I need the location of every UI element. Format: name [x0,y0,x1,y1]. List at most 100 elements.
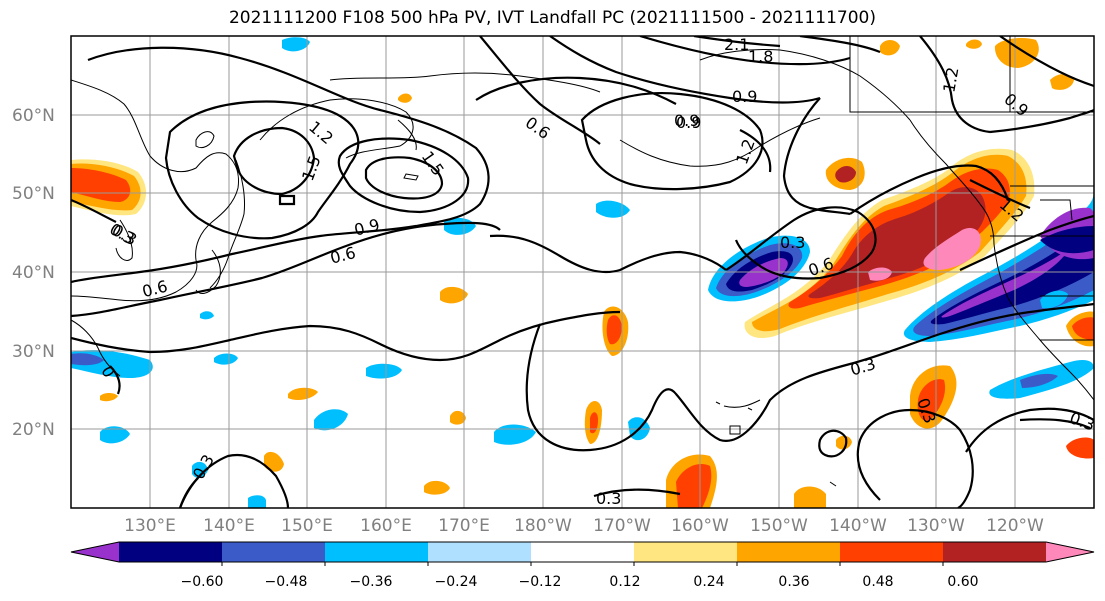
ivt-positive-region [794,486,826,508]
pv-contour-label: 0.9 [1000,89,1032,120]
ivt-negative-region [494,424,536,445]
ivt-negative-region [100,426,130,444]
ivt-positive-region [808,187,986,299]
ivt-positive-region [424,480,450,495]
lon-label: 160°W [671,516,729,536]
ivt-positive-region [1066,437,1094,459]
colorbar-tick-label: −0.24 [435,574,478,590]
colorbar-tick-label: −0.60 [181,574,224,590]
pv-contour-label: 0.3 [780,233,805,252]
colorbar-tick-label: 0.12 [609,574,640,590]
lat-label: 20°N [12,420,55,440]
colorbar-bin [531,542,635,562]
pv-contour-label: 1.2 [939,66,962,94]
lat-label: 50°N [12,184,55,204]
lat-label: 30°N [12,342,55,362]
graticule [71,36,1094,508]
colorbar-tick-label: −0.12 [519,574,562,590]
colorbar-bin [325,542,429,562]
ivt-positive-region [676,463,712,508]
ivt-shading [71,37,1094,508]
pv-contour-label: 1.5 [298,153,325,183]
figure-title: 2021111200 F108 500 hPa PV, IVT Landfall… [228,8,876,28]
ivt-positive-region [835,166,856,183]
lon-label: 120°W [986,516,1044,536]
map-plot-area: 2.1 1.8 0.9 0.9 1.2 0.6 1.2 1.5 1.5 0.9 … [71,35,1097,508]
lat-label: 60°N [12,106,55,126]
ivt-negative-region [941,248,1070,318]
colorbar [70,541,1095,566]
colorbar-tick-label: 0.36 [778,574,809,590]
colorbar-tick-label: −0.48 [265,574,308,590]
ivt-positive-region [100,393,118,402]
ivt-negative-region [214,353,238,365]
ivt-negative-region [314,409,348,431]
ivt-negative-region [200,311,214,320]
ivt-positive-region [398,93,412,103]
colorbar-extend-low [71,542,119,562]
pv-contours [71,36,1094,508]
pv-contour-label: 1.8 [748,47,773,66]
pv-contour-label: 0.6 [140,276,169,301]
lon-label: 130°E [124,516,176,536]
colorbar-tick-label: 0.48 [862,574,893,590]
ivt-positive-region [923,227,981,270]
lat-label: 40°N [12,263,55,283]
colorbar-tick-label: 0.24 [693,574,724,590]
pv-contour-label: 0.3 [189,451,218,483]
ivt-positive-region [836,435,852,450]
pv-contour-label: 0.3 [1067,408,1097,435]
ivt-positive-region [288,387,318,400]
lon-label: 130°W [907,516,965,536]
ivt-positive-region [760,313,796,329]
ivt-negative-region [1020,373,1058,388]
ivt-negative-region [282,37,310,52]
ivt-positive-region [880,40,900,56]
ivt-positive-region [590,412,598,434]
pv-contour-label: 0.9 [676,113,701,132]
colorbar-bin [737,542,841,562]
colorbar-bin [428,542,532,562]
ivt-positive-region [440,286,468,304]
ivt-positive-region [1072,317,1094,340]
ivt-negative-region [71,353,104,366]
lon-label: 140°E [203,516,255,536]
ivt-positive-region [868,267,892,281]
pv-contour-label: 0.9 [732,87,757,106]
colorbar-bin [634,542,738,562]
coastlines [71,36,1094,487]
colorbar-bin [222,542,326,562]
pv-contour-label: 0.6 [522,113,554,143]
lon-label: 150°E [281,516,333,536]
ivt-positive-region [1050,74,1074,90]
longitude-labels: 130°E 140°E 150°E 160°E 170°E 180°W 170°… [124,516,1044,536]
colorbar-extend-high [1046,542,1094,562]
lon-label: 170°W [593,516,651,536]
lon-label: 150°W [750,516,808,536]
ivt-negative-region [248,495,266,508]
ivt-positive-region [994,38,1039,68]
colorbar-bin [943,542,1047,562]
ivt-positive-region [966,39,982,49]
colorbar-bin [119,542,223,562]
colorbar-tick-label: −0.36 [350,574,393,590]
colorbar-bin [840,542,944,562]
colorbar-outline [70,541,1095,563]
pv-contour-label: 0.3 [596,489,621,508]
lon-label: 160°E [360,516,412,536]
lon-label: 140°W [829,516,887,536]
ivt-negative-region [192,461,208,479]
pv-contour-label: 0.6 [328,243,357,268]
ivt-negative-region [1040,290,1068,309]
ivt-positive-region [606,315,622,345]
ivt-negative-region [596,200,630,218]
ivt-negative-region [1040,226,1094,254]
latitude-labels: 60°N 50°N 40°N 30°N 20°N [12,106,55,440]
pv-contour-label: 2.1 [724,35,749,54]
map-frame [70,35,1095,509]
lon-label: 170°E [438,516,490,536]
ivt-positive-region [450,410,466,425]
colorbar-tick-label: 0.60 [947,574,978,590]
pv-contour-label: 0.3 [848,354,878,379]
